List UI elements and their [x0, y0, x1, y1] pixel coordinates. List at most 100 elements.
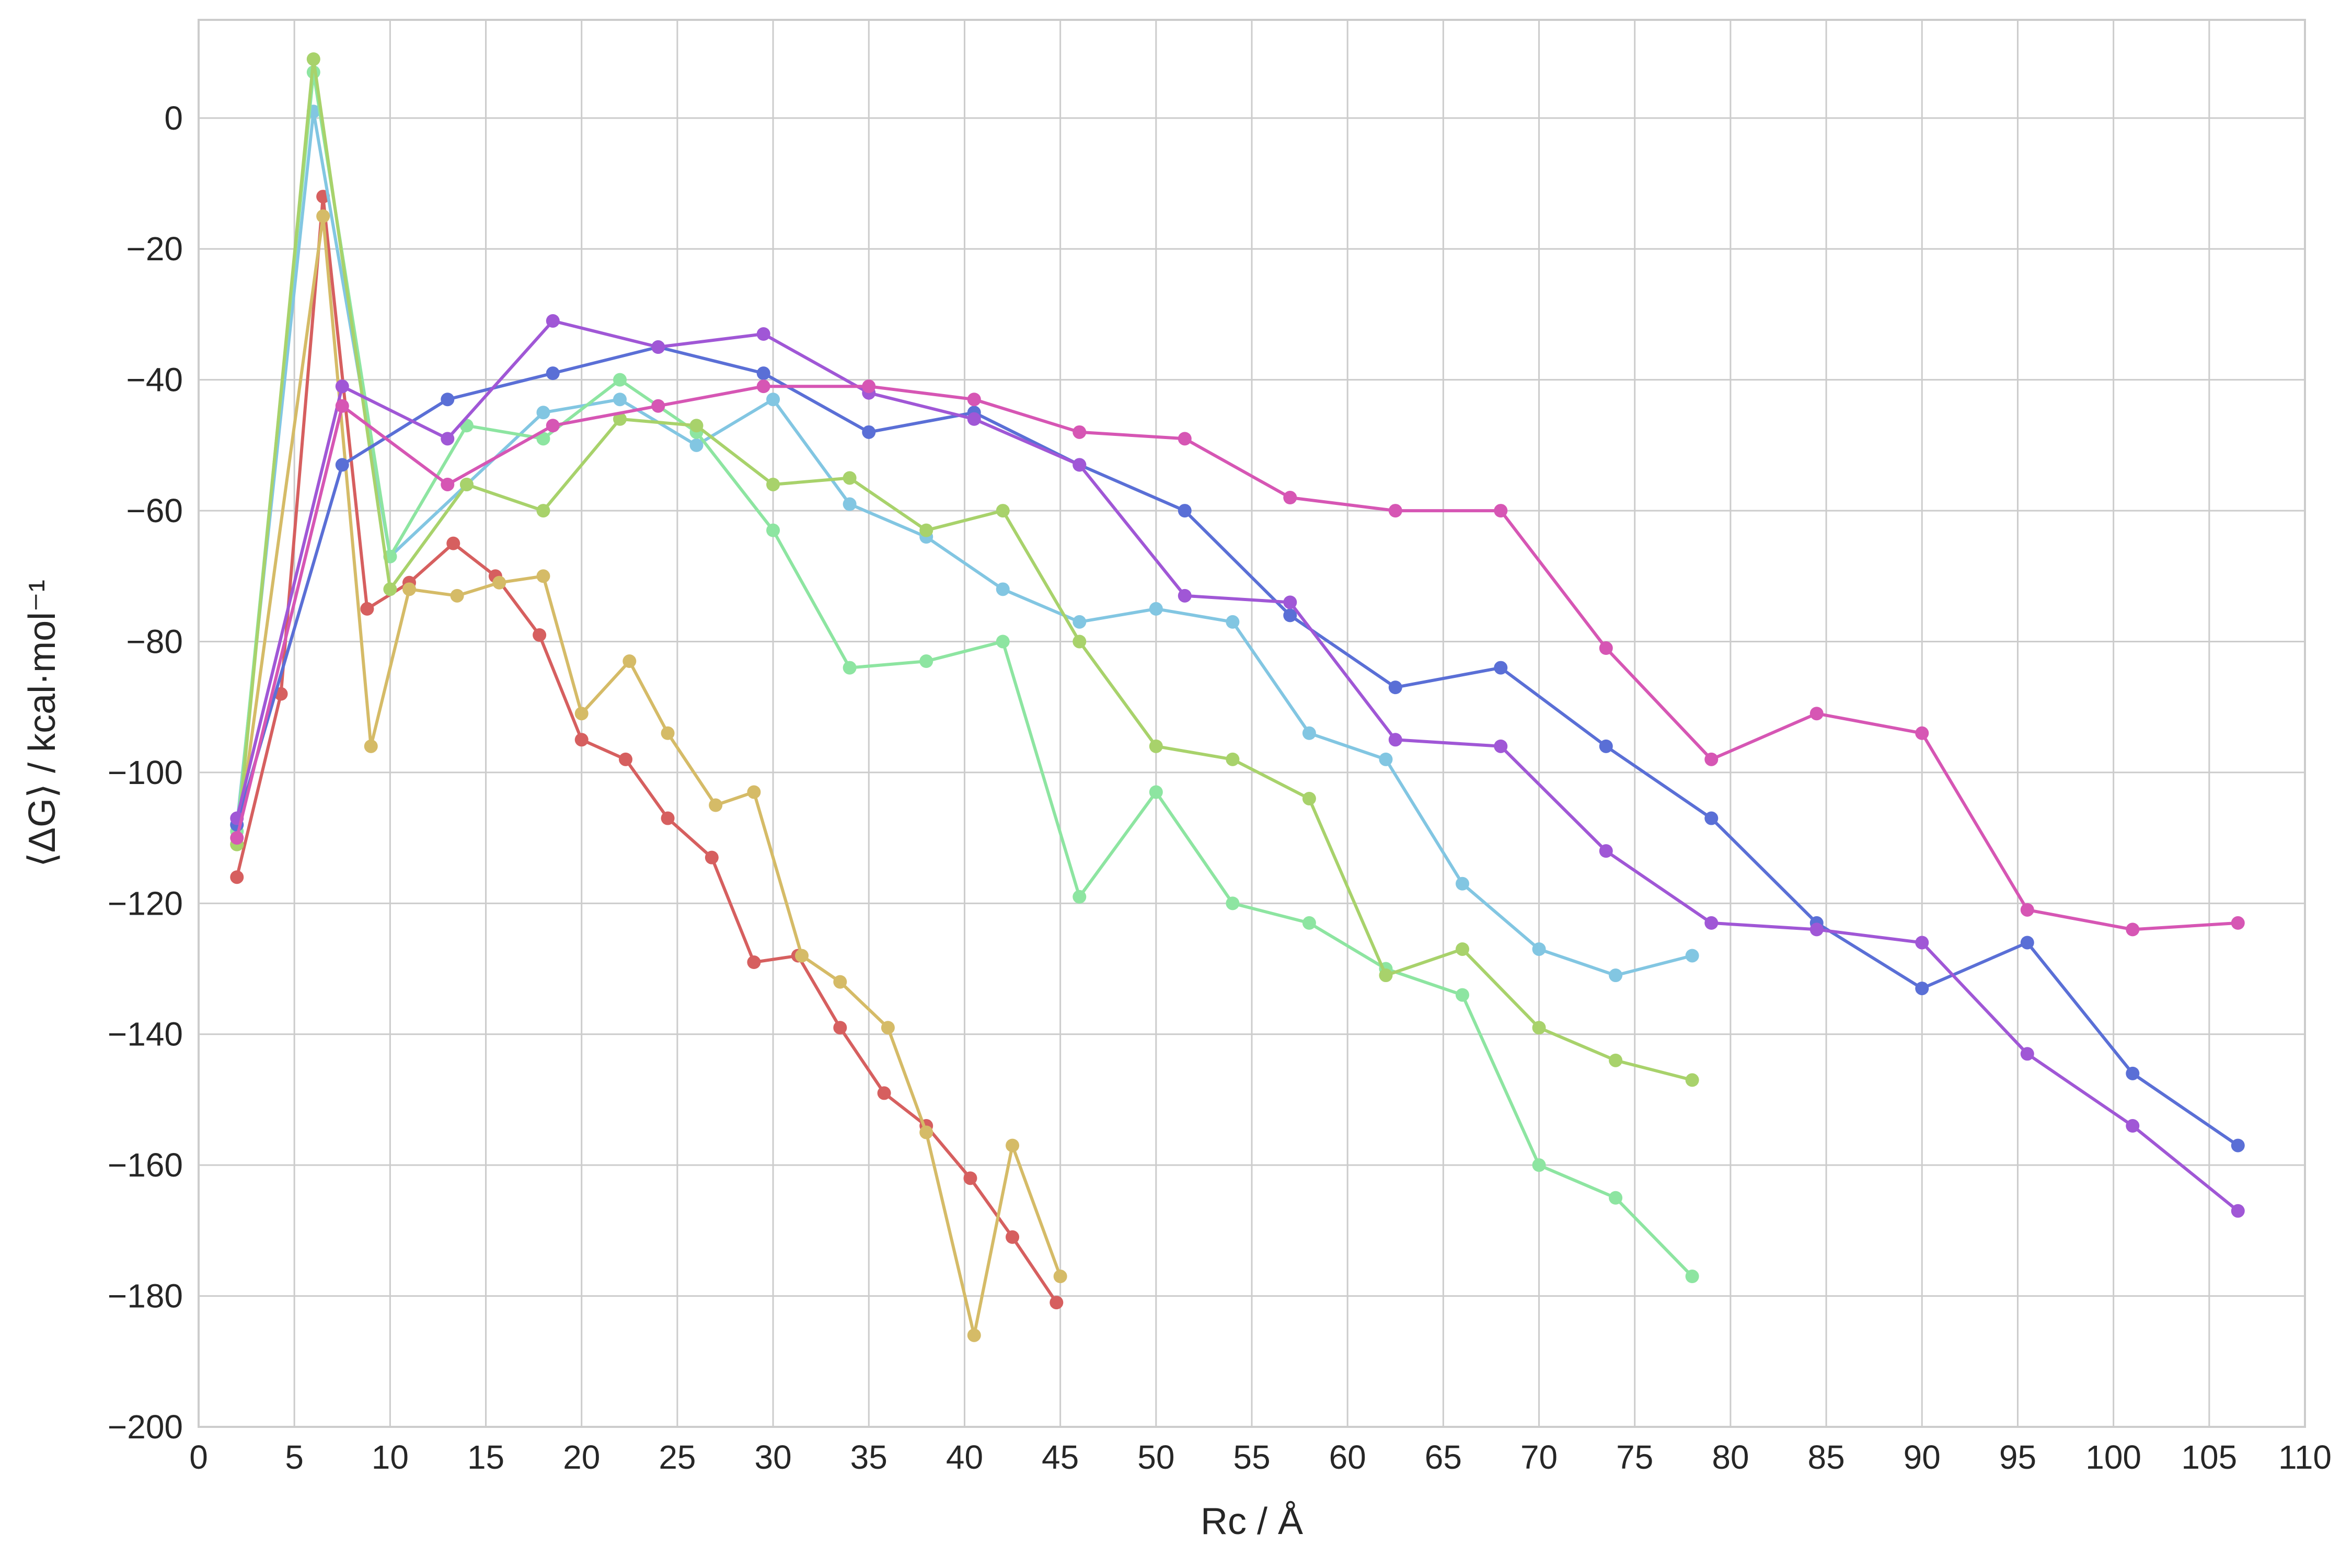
data-point	[877, 1086, 891, 1100]
series-line	[235, 195, 1058, 1304]
x-tick-label: 100	[2085, 1438, 2141, 1476]
series-5	[230, 52, 1699, 1087]
data-point	[1149, 602, 1163, 616]
data-point	[756, 366, 770, 381]
data-point	[1609, 1191, 1623, 1205]
y-tick-label: 0	[164, 99, 183, 137]
x-tick-label: 85	[1807, 1438, 1844, 1476]
series-8	[230, 379, 2245, 937]
data-point	[1685, 1073, 1699, 1087]
series-1	[230, 190, 1064, 1310]
data-point	[2231, 916, 2245, 930]
data-point	[1456, 988, 1469, 1002]
data-point	[1006, 1138, 1020, 1152]
data-point	[661, 811, 675, 825]
data-point	[1599, 844, 1613, 858]
data-point	[1073, 890, 1087, 904]
y-axis-label: ⟨ΔG⟩ / kcal·mol⁻¹	[21, 580, 63, 867]
x-tick-label: 95	[1999, 1438, 2036, 1476]
x-tick-label: 105	[2181, 1438, 2237, 1476]
data-point	[833, 975, 847, 989]
data-point	[622, 654, 637, 668]
data-point	[613, 373, 627, 387]
data-point	[1073, 615, 1087, 629]
data-point	[996, 504, 1010, 518]
data-point	[1456, 942, 1469, 956]
data-point	[651, 399, 665, 413]
data-point	[1456, 877, 1469, 891]
data-point	[441, 393, 455, 407]
data-point	[1178, 589, 1192, 603]
data-point	[459, 477, 474, 491]
data-point	[766, 523, 780, 537]
series-6	[230, 340, 2245, 1152]
data-point	[613, 393, 627, 407]
x-tick-label: 30	[754, 1438, 791, 1476]
series-2	[230, 209, 1067, 1342]
data-point	[335, 399, 349, 413]
data-point	[1379, 752, 1393, 766]
data-point	[450, 589, 464, 603]
data-point	[1388, 504, 1402, 518]
series-line	[235, 57, 1693, 1082]
data-point	[1006, 1230, 1020, 1244]
data-point	[709, 798, 723, 812]
series-7	[230, 314, 2245, 1218]
data-point	[2126, 1066, 2140, 1080]
data-point	[536, 504, 550, 518]
series-line	[235, 71, 1693, 1278]
y-tick-labels: 0 −20 −40 −60 −80 −100 −120 −140 −160 −180 −200	[108, 99, 183, 1446]
data-point	[360, 602, 374, 616]
x-tick-labels: 0 5 10 15 20 25 30 35 40 45 50 55 60 65 70 75 80 85 90 95 10…	[189, 1438, 2332, 1476]
x-tick-label: 0	[189, 1438, 208, 1476]
data-point	[1302, 726, 1316, 740]
data-point	[1283, 491, 1297, 505]
data-point	[1609, 1053, 1623, 1067]
data-point	[1915, 982, 1929, 996]
data-point	[2020, 936, 2034, 950]
x-tick-label: 40	[946, 1438, 983, 1476]
data-point	[536, 569, 550, 583]
x-tick-label: 65	[1425, 1438, 1462, 1476]
data-point	[919, 654, 933, 668]
data-point	[1809, 707, 1824, 721]
data-point	[1599, 739, 1613, 753]
y-tick-label: −200	[108, 1408, 183, 1446]
y-tick-label: −20	[126, 230, 183, 268]
data-point	[546, 419, 560, 433]
x-tick-label: 25	[659, 1438, 696, 1476]
data-point	[1388, 681, 1402, 695]
data-point	[756, 379, 770, 394]
data-point	[1283, 595, 1297, 609]
data-point	[843, 471, 857, 485]
x-tick-label: 80	[1712, 1438, 1749, 1476]
y-tick-label: −180	[108, 1277, 183, 1315]
data-point	[364, 739, 378, 753]
data-point	[996, 582, 1010, 596]
data-point	[967, 412, 981, 426]
data-point	[1915, 726, 1929, 740]
data-point	[230, 870, 244, 884]
data-point	[2126, 1119, 2140, 1133]
data-point	[1302, 916, 1316, 930]
data-point	[618, 752, 632, 766]
data-point	[335, 379, 349, 394]
x-tick-label: 110	[2278, 1438, 2332, 1476]
data-point	[1532, 1021, 1546, 1035]
data-point	[574, 733, 589, 747]
data-point	[756, 327, 770, 341]
data-point	[1050, 1296, 1064, 1310]
x-tick-label: 5	[285, 1438, 304, 1476]
series-line	[235, 345, 2239, 1147]
data-point	[919, 1125, 933, 1139]
data-point	[919, 523, 933, 537]
data-point	[2126, 923, 2140, 937]
plot-frame	[198, 19, 2306, 1428]
data-point	[1915, 936, 1929, 950]
data-point	[1149, 739, 1163, 753]
data-point	[833, 1021, 847, 1035]
data-point	[546, 366, 560, 381]
data-point	[441, 432, 455, 446]
data-point	[546, 314, 560, 328]
data-point	[1053, 1270, 1067, 1284]
